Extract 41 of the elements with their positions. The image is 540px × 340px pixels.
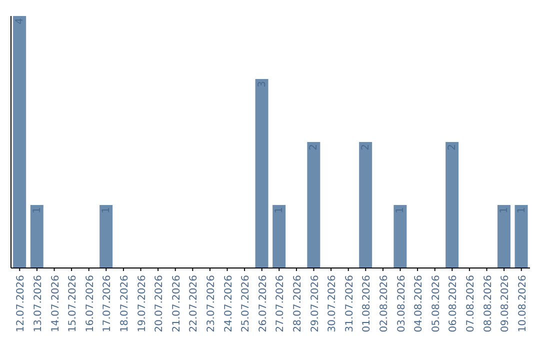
x-tick-label: 26.07.2026 bbox=[258, 275, 269, 332]
x-tick-label: 21.07.2026 bbox=[171, 275, 182, 332]
x-tick-label: 10.08.2026 bbox=[517, 275, 528, 332]
x-tick-label: 05.08.2026 bbox=[430, 275, 442, 332]
bar bbox=[13, 16, 26, 268]
x-tick-label: 18.07.2026 bbox=[119, 275, 130, 332]
x-tick-label: 19.07.2026 bbox=[136, 275, 148, 332]
x-tick-label: 02.08.2026 bbox=[378, 275, 390, 332]
x-tick-label: 30.07.2026 bbox=[327, 275, 338, 332]
bar bbox=[100, 205, 113, 268]
x-tick-label: 06.08.2026 bbox=[448, 275, 460, 332]
bar bbox=[394, 205, 407, 268]
x-tick-label: 16.07.2026 bbox=[84, 275, 96, 332]
x-tick-label: 08.08.2026 bbox=[482, 275, 494, 332]
bar bbox=[272, 205, 286, 268]
x-tick-label: 28.07.2026 bbox=[292, 275, 304, 332]
bar bbox=[359, 142, 372, 268]
x-tick-label: 23.07.2026 bbox=[206, 275, 217, 332]
x-tick-label: 01.08.2026 bbox=[362, 275, 373, 332]
x-tick-label: 20.07.2026 bbox=[154, 275, 166, 332]
bar bbox=[497, 205, 510, 268]
x-tick-label: 22.07.2026 bbox=[188, 275, 200, 332]
x-tick-label: 07.08.2026 bbox=[465, 275, 476, 332]
x-tick-label: 13.07.2026 bbox=[32, 275, 44, 332]
x-tick-label: 03.08.2026 bbox=[396, 275, 408, 332]
bar bbox=[255, 79, 268, 268]
x-tick-label: 31.07.2026 bbox=[344, 275, 356, 332]
bar bbox=[30, 205, 44, 268]
bar bbox=[307, 142, 320, 268]
x-tick-label: 17.07.2026 bbox=[102, 275, 114, 332]
x-tick-label: 25.07.2026 bbox=[240, 275, 252, 332]
x-tick-label: 12.07.2026 bbox=[16, 275, 27, 332]
x-tick-label: 14.07.2026 bbox=[50, 275, 62, 332]
x-tick-label: 15.07.2026 bbox=[68, 275, 79, 332]
x-tick-label: 09.08.2026 bbox=[500, 275, 512, 332]
bar bbox=[514, 205, 528, 268]
x-tick-label: 27.07.2026 bbox=[275, 275, 286, 332]
x-tick-label: 24.07.2026 bbox=[223, 275, 234, 332]
x-tick-label: 29.07.2026 bbox=[310, 275, 321, 332]
bar bbox=[446, 142, 459, 268]
x-tick-label: 04.08.2026 bbox=[414, 275, 425, 332]
